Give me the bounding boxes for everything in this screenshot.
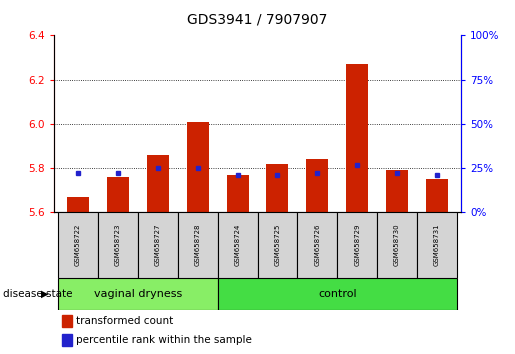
- Bar: [266, 164, 288, 212]
- FancyBboxPatch shape: [58, 278, 218, 310]
- Text: GDS3941 / 7907907: GDS3941 / 7907907: [187, 12, 328, 27]
- Text: GSM658725: GSM658725: [274, 224, 281, 266]
- FancyBboxPatch shape: [377, 212, 417, 278]
- Bar: [306, 159, 328, 212]
- Text: transformed count: transformed count: [76, 316, 174, 326]
- Text: GSM658730: GSM658730: [394, 224, 400, 267]
- Text: GSM658727: GSM658727: [155, 224, 161, 267]
- Text: GSM658722: GSM658722: [75, 224, 81, 266]
- Text: disease state: disease state: [3, 289, 72, 299]
- Text: GSM658729: GSM658729: [354, 224, 360, 267]
- Bar: [346, 64, 368, 212]
- Text: GSM658728: GSM658728: [195, 224, 201, 267]
- FancyBboxPatch shape: [337, 212, 377, 278]
- FancyBboxPatch shape: [98, 212, 138, 278]
- FancyBboxPatch shape: [138, 212, 178, 278]
- Text: GSM658723: GSM658723: [115, 224, 121, 267]
- Bar: [227, 175, 249, 212]
- Text: ▶: ▶: [41, 289, 49, 299]
- Text: control: control: [318, 289, 356, 299]
- FancyBboxPatch shape: [297, 212, 337, 278]
- Bar: [386, 170, 408, 212]
- FancyBboxPatch shape: [258, 212, 297, 278]
- FancyBboxPatch shape: [417, 212, 457, 278]
- Bar: [62, 315, 73, 327]
- FancyBboxPatch shape: [58, 212, 98, 278]
- Bar: [62, 334, 73, 346]
- FancyBboxPatch shape: [218, 278, 457, 310]
- Bar: [147, 155, 169, 212]
- Text: GSM658731: GSM658731: [434, 224, 440, 267]
- Bar: [426, 179, 448, 212]
- Text: vaginal dryness: vaginal dryness: [94, 289, 182, 299]
- Bar: [107, 177, 129, 212]
- Bar: [67, 197, 89, 212]
- FancyBboxPatch shape: [178, 212, 218, 278]
- Text: GSM658724: GSM658724: [234, 224, 241, 266]
- Bar: [187, 122, 209, 212]
- Text: percentile rank within the sample: percentile rank within the sample: [76, 335, 252, 345]
- Text: GSM658726: GSM658726: [314, 224, 320, 267]
- FancyBboxPatch shape: [218, 212, 258, 278]
